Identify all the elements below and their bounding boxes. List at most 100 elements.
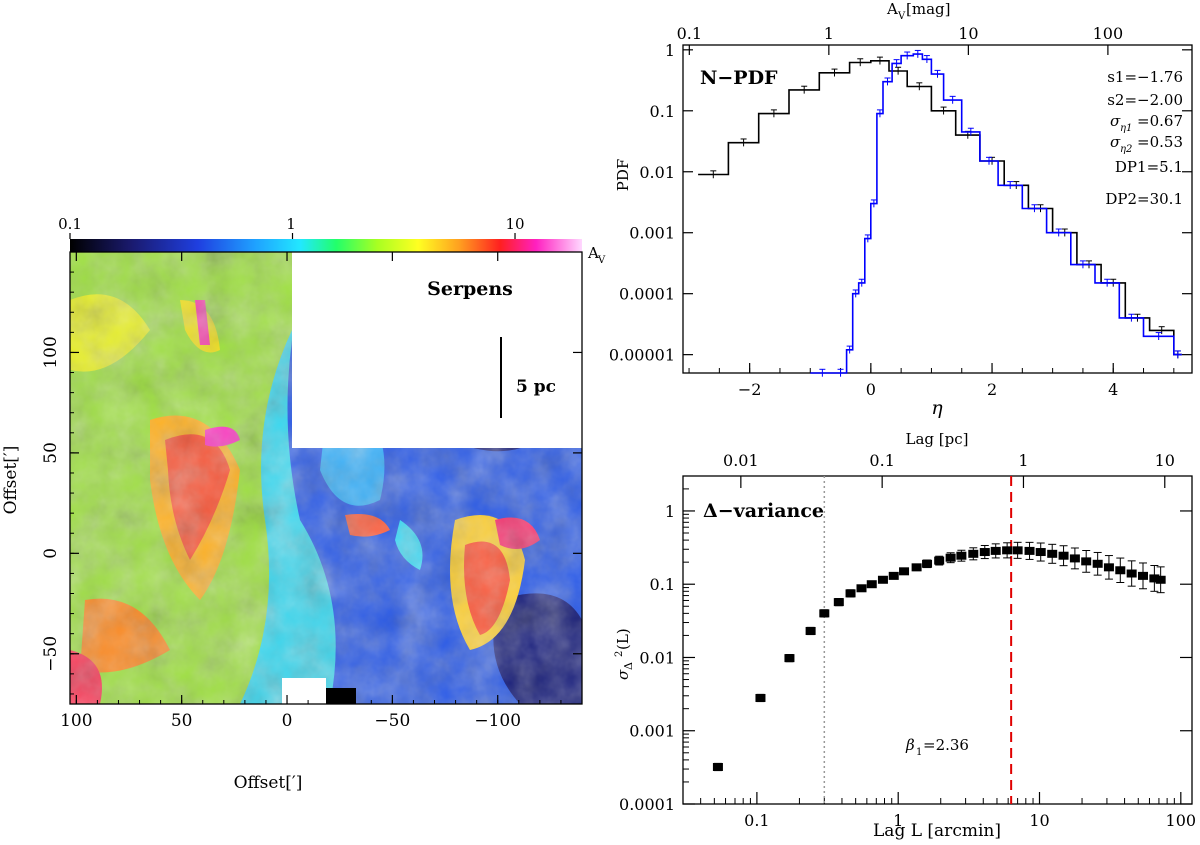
dvar-top-tick-label: 1 (1018, 451, 1028, 470)
dvar-point (1149, 574, 1160, 583)
map-y-tick-label: 50 (41, 442, 61, 464)
npdf-top-axis-label-main: A (886, 0, 898, 18)
npdf-series-blue (810, 53, 1182, 374)
dvar-point (945, 553, 956, 562)
dvar-annotation: β 1 =2.36 (905, 736, 969, 758)
npdf-annotation-s1: s1=−1.76 (1107, 68, 1183, 86)
dvar-series (712, 541, 1166, 772)
map-axes: 100 50 0 −50 −100 100 50 0 −50 (41, 233, 583, 731)
dvar-point (990, 546, 1001, 555)
dvar-y-tick-label: 0.001 (629, 722, 675, 741)
dvar-frame (682, 475, 1193, 805)
dvar-annotation-value: =2.36 (923, 736, 969, 754)
npdf-x-tick-label: 2 (987, 380, 997, 399)
npdf-annotations: s1=−1.76 s2=−2.00 σ η1 =0.67 σ η2 =0.53 … (1105, 68, 1183, 208)
map-x-tick-label: 100 (60, 711, 92, 731)
dvar-point (1103, 563, 1114, 572)
npdf-x-tick-label: −2 (738, 380, 762, 399)
npdf-y-axis-label: PDF (614, 159, 632, 192)
dvar-axes: 0.1 1 10 100 0.0001 0.001 0.01 0.1 1 0.01 0.1 1 10 (619, 451, 1196, 830)
map-x-tick-label: 0 (282, 711, 293, 731)
dvar-point (1024, 546, 1035, 555)
dvar-point (1002, 546, 1013, 555)
npdf-y-tick-label: 1 (665, 41, 675, 60)
map-y-tick-label: 0 (41, 548, 61, 559)
npdf-y-tick-label: 0.01 (639, 163, 675, 182)
npdf-annotation-dp2: DP2=30.1 (1105, 190, 1183, 208)
dvar-x-tick-label: 10 (1029, 811, 1049, 830)
dvar-x-tick-label: 0.1 (744, 811, 769, 830)
map-blank-region (282, 678, 326, 704)
dvar-annotation-sub: 1 (916, 747, 922, 758)
dvar-x-tick-label: 100 (1166, 811, 1197, 830)
dvar-point (866, 580, 877, 589)
npdf-y-tick-label: 0.00001 (609, 346, 675, 365)
dvar-point (819, 609, 830, 618)
dvar-point (712, 762, 723, 771)
dvar-annotation-symbol: β (905, 736, 915, 754)
dvar-point (845, 589, 856, 598)
dvar-point (1035, 548, 1046, 557)
map-x-tick-label: 50 (171, 711, 193, 731)
npdf-annotation-sigma2-value: =0.53 (1137, 133, 1183, 151)
dvar-top-tick-label: 0.1 (869, 451, 894, 470)
colorbar-label-main: A (587, 244, 599, 262)
dvar-vlines (823, 476, 1013, 804)
dvar-x-axis-label: Lag L [arcmin] (873, 821, 1001, 841)
npdf-annotation-s2: s2=−2.00 (1107, 91, 1183, 109)
dvar-point (833, 598, 844, 607)
colorbar-label: A V (587, 244, 606, 266)
dvar-y-axis-label-sigma: σ (614, 669, 632, 680)
npdf-title: N−PDF (700, 67, 778, 89)
colorbar-tick-label: 0.1 (58, 215, 82, 233)
scale-bar-label: 5 pc (516, 377, 556, 397)
npdf-y-tick-label: 0.1 (650, 102, 675, 121)
dvar-point (755, 693, 766, 702)
dvar-y-axis-label-sup: 2 (614, 651, 625, 657)
npdf-top-tick-label: 0.1 (677, 24, 702, 43)
dvar-top-tick-label: 10 (1155, 451, 1175, 470)
dvar-y-axis-label: σ Δ 2 (L) (614, 628, 635, 680)
colorbar (70, 239, 582, 252)
map-x-tick-label: −50 (374, 711, 410, 731)
dvar-point (1058, 551, 1069, 560)
npdf-annotation-sigma2: σ η2 =0.53 (1110, 133, 1183, 155)
dvar-top-axis-label: Lag [pc] (906, 430, 969, 448)
npdf-top-tick-label: 1 (824, 24, 834, 43)
dvar-point (1155, 575, 1166, 584)
dvar-point (934, 556, 945, 565)
dvar-point (899, 567, 910, 576)
dvar-y-tick-label: 0.1 (650, 575, 675, 594)
dvar-point (1115, 566, 1126, 575)
colorbar-label-sub: V (597, 255, 606, 266)
extinction-map-image (70, 252, 582, 704)
npdf-top-axis-label: A V [mag] (886, 0, 950, 22)
dvar-point (1047, 549, 1058, 558)
colorbar-tick-label: 10 (505, 215, 524, 233)
npdf-top-tick-label: 10 (958, 24, 978, 43)
map-y-tick-label: −50 (41, 636, 61, 672)
npdf-annotation-sigma2-symbol: σ (1110, 133, 1121, 151)
map-x-axis-label: Offset[′] (234, 773, 303, 793)
dvar-point (922, 559, 933, 568)
dvar-y-tick-label: 0.01 (639, 648, 675, 667)
dvar-point (805, 626, 816, 635)
dvar-top-tick-label: 0.01 (723, 451, 759, 470)
npdf-series (698, 49, 1182, 377)
colorbar-tick-label: 1 (286, 215, 296, 233)
npdf-frame (682, 44, 1193, 374)
npdf-y-tick-label: 0.001 (629, 224, 675, 243)
dvar-point (979, 548, 990, 557)
map-blank-region (292, 252, 582, 448)
dvar-point (877, 575, 888, 584)
dvar-y-tick-label: 1 (665, 502, 675, 521)
dvar-y-axis-label-delta: Δ (622, 662, 635, 670)
npdf-top-axis-label-sub: V (897, 11, 906, 22)
dvar-point (784, 654, 795, 663)
dvar-point (856, 584, 867, 593)
dvar-point (1126, 569, 1137, 578)
npdf-annotation-dp1: DP1=5.1 (1115, 158, 1183, 176)
dvar-y-tick-label: 0.0001 (619, 795, 675, 814)
map-frame (69, 251, 583, 705)
